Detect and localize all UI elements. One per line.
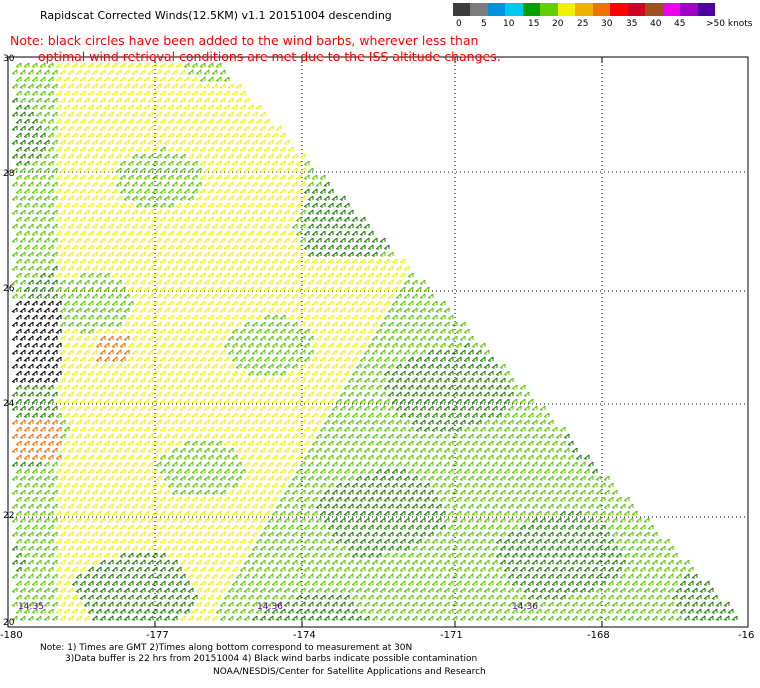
wind-barbs bbox=[11, 97, 738, 621]
legend-color-swatch bbox=[610, 3, 628, 16]
legend-color-swatch bbox=[592, 3, 611, 16]
wind-speed-legend: 0 5 10 15 20 25 30 35 40 45 >50 knots bbox=[453, 3, 753, 33]
legend-color-swatch bbox=[505, 3, 523, 16]
legend-color-swatch bbox=[662, 3, 681, 16]
wind-barbs bbox=[55, 62, 410, 621]
footer-note-2: 3)Data buffer is 22 hrs from 20151004 4)… bbox=[65, 654, 478, 664]
axis-ticks bbox=[154, 57, 603, 627]
time-label: 14:36 bbox=[257, 602, 283, 612]
legend-label: 0 bbox=[456, 19, 462, 29]
legend-color-bar bbox=[453, 3, 716, 16]
legend-label: 30 bbox=[601, 19, 613, 29]
legend-label: 20 bbox=[552, 19, 564, 29]
footer-note-1: Note: 1) Times are GMT 2)Times along bot… bbox=[40, 643, 413, 653]
lon-label-168: -168 bbox=[587, 630, 610, 641]
legend-label: 25 bbox=[577, 19, 589, 29]
legend-color-swatch bbox=[575, 3, 593, 16]
lon-label-165: -16 bbox=[738, 630, 754, 641]
note-line-2: optimal wind retrieval conditions are me… bbox=[38, 49, 501, 64]
wind-barbs bbox=[11, 62, 694, 621]
legend-label: 10 bbox=[503, 19, 515, 29]
time-label: 14:35 bbox=[18, 602, 44, 612]
lat-label-20: 20 bbox=[3, 618, 15, 628]
legend-color-swatch bbox=[522, 3, 541, 16]
legend-labels: 0 5 10 15 20 25 30 35 40 45 >50 knots bbox=[453, 16, 753, 30]
wind-barbs bbox=[11, 335, 130, 460]
wind-barb-swath bbox=[11, 62, 738, 621]
map-gridlines bbox=[8, 57, 748, 627]
legend-label: 15 bbox=[528, 19, 540, 29]
lon-label-177: -177 bbox=[146, 630, 169, 641]
map-title: Rapidscat Corrected Winds(12.5KM) v1.1 2… bbox=[40, 9, 392, 22]
legend-color-swatch bbox=[680, 3, 698, 16]
lat-label-24: 24 bbox=[3, 399, 15, 409]
wind-barbs bbox=[11, 300, 62, 383]
legend-color-swatch bbox=[645, 3, 663, 16]
legend-color-swatch bbox=[470, 3, 488, 16]
legend-color-swatch bbox=[697, 3, 716, 16]
credit-line: NOAA/NESDIS/Center for Satellite Applica… bbox=[213, 667, 486, 677]
note-line-1: Note: black circles have been added to t… bbox=[10, 33, 479, 48]
legend-color-swatch bbox=[557, 3, 576, 16]
lat-label-22: 22 bbox=[3, 511, 14, 521]
lon-label-174: -174 bbox=[293, 630, 316, 641]
legend-label: 40 bbox=[650, 19, 662, 29]
legend-label: 35 bbox=[626, 19, 638, 29]
map-frame bbox=[7, 56, 749, 628]
legend-color-swatch bbox=[627, 3, 646, 16]
time-label: 14:36 bbox=[512, 602, 538, 612]
lon-label-180: -180 bbox=[0, 630, 23, 641]
lat-label-26: 26 bbox=[3, 284, 15, 294]
legend-label: 5 bbox=[481, 19, 487, 29]
lat-label-30: 30 bbox=[3, 54, 15, 64]
legend-color-swatch bbox=[540, 3, 558, 16]
legend-label: >50 knots bbox=[706, 19, 753, 29]
lon-label-171: -171 bbox=[440, 630, 463, 641]
legend-color-swatch bbox=[487, 3, 506, 16]
legend-color-swatch bbox=[453, 3, 471, 16]
legend-label: 45 bbox=[674, 19, 686, 29]
lat-label-28: 28 bbox=[3, 169, 15, 179]
